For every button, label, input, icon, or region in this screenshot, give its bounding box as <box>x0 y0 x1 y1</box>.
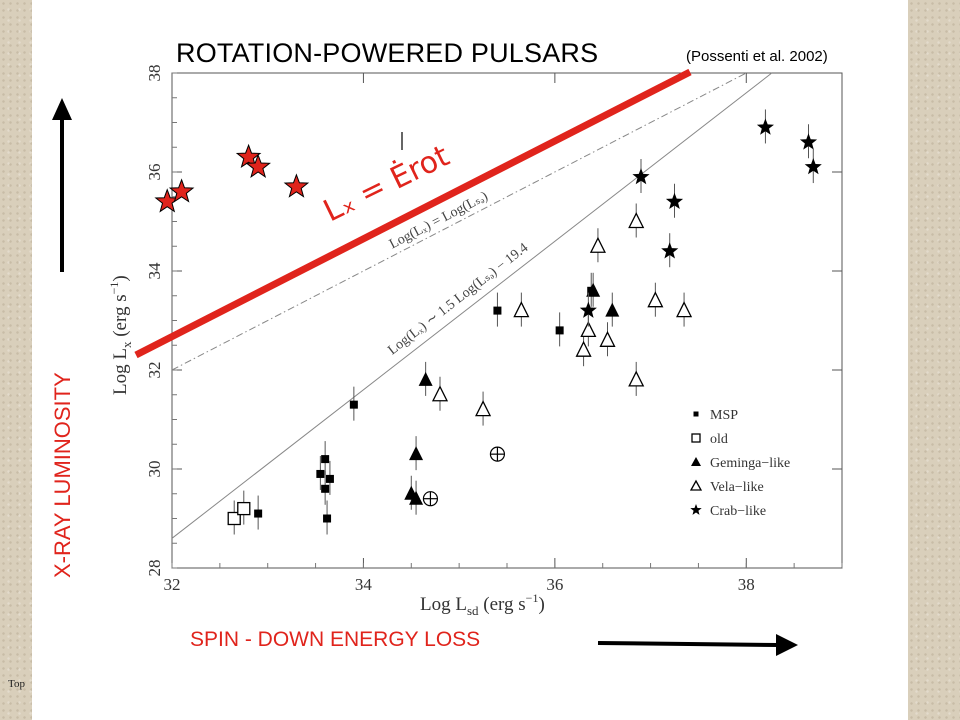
y-tick-label-group: 30 <box>145 461 164 478</box>
vela-like-point <box>599 330 616 347</box>
geminga-like-point <box>418 371 433 386</box>
msp-point <box>493 306 502 315</box>
crab-like-point <box>665 192 684 209</box>
red-star-point <box>235 143 262 169</box>
vela-like-point <box>580 320 597 338</box>
slide <box>32 0 908 720</box>
x-tick-label: 34 <box>355 575 373 594</box>
circled-plus-point <box>422 491 439 507</box>
y-tick-label: 34 <box>145 262 164 280</box>
left-frame <box>0 0 32 720</box>
crab-like-point <box>632 168 650 185</box>
legend-marker <box>693 411 699 417</box>
msp-point <box>349 400 358 409</box>
legend-marker <box>691 457 701 466</box>
red-limit-line <box>134 68 692 359</box>
y-tick-label-group: 28 <box>145 560 164 577</box>
y-tick-label: 38 <box>145 65 164 82</box>
y-tick-label-group: 38 <box>145 65 164 82</box>
legend-marker <box>691 433 701 443</box>
red-star-point <box>168 178 195 203</box>
msp-point <box>323 514 332 523</box>
fit-line <box>171 72 773 539</box>
y-tick-label-group: 34 <box>145 262 164 280</box>
vela-like-point <box>589 236 606 253</box>
geminga-like-point <box>586 282 601 297</box>
fit-line-label-group: Log(Lₓ) ∼ 1.5 Log(Lₛₔ) − 19.4 <box>385 241 531 359</box>
circled-plus-point <box>489 446 506 462</box>
y-tick-label: 32 <box>145 362 164 379</box>
slide-citation: (Possenti et al. 2002) <box>686 48 828 65</box>
vela-like-point <box>431 385 449 402</box>
msp-point <box>555 326 564 335</box>
right-frame <box>908 0 960 720</box>
legend-label: old <box>710 432 728 447</box>
msp-point <box>321 484 330 493</box>
legend-label: Vela−like <box>710 480 764 495</box>
crab-like-point <box>804 158 822 175</box>
legend-label: Geminga−like <box>710 456 790 471</box>
crab-like-point <box>799 133 818 150</box>
legend-marker <box>690 504 702 515</box>
red-star-point <box>245 153 271 178</box>
legend-label: MSP <box>710 408 738 423</box>
vela-like-point <box>575 340 592 357</box>
y-axis-title: Log Lx (erg s−1) <box>107 275 134 395</box>
old-point <box>237 501 251 516</box>
msp-point <box>321 455 330 464</box>
x-arrow-label: SPIN - DOWN ENERGY LOSS <box>190 628 481 651</box>
legend-marker <box>689 479 703 491</box>
old-point <box>227 511 241 526</box>
legend: MSP old Geminga−like Vela−like Crab−like <box>689 408 790 519</box>
vela-like-point <box>513 301 530 318</box>
y-tick-label-group: 36 <box>145 164 164 181</box>
geminga-like-point <box>605 302 620 317</box>
data-points <box>154 109 822 535</box>
fit-line-label: Log(Lₓ) ∼ 1.5 Log(Lₛₔ) − 19.4 <box>385 241 531 359</box>
y-tick-label: 30 <box>145 461 164 478</box>
y-arrowhead <box>52 98 72 120</box>
crab-like-point <box>756 118 774 135</box>
geminga-like-point <box>409 490 424 505</box>
y-tick-label-group: 32 <box>145 362 164 379</box>
x-arrow-shaft <box>597 641 779 647</box>
vela-like-point <box>628 212 645 229</box>
x-axis-title: Log Lsd (erg s−1) <box>420 591 545 618</box>
vela-like-point <box>475 400 492 417</box>
msp-point <box>325 474 334 483</box>
slide-title: ROTATION-POWERED PULSARS <box>176 38 599 68</box>
msp-point <box>254 509 263 518</box>
ticks: 32 34 36 38 28 30 32 34 36 38 <box>145 65 843 594</box>
x-tick-label: 36 <box>546 575 563 594</box>
x-arrowhead <box>776 634 798 656</box>
y-tick-label: 36 <box>145 164 164 181</box>
legend-label: Crab−like <box>710 504 766 519</box>
x-tick-label: 38 <box>738 575 755 594</box>
corner-text: Top <box>8 678 25 690</box>
vela-like-point <box>676 301 693 318</box>
red-star-point <box>283 173 310 198</box>
vela-like-point <box>647 291 664 308</box>
y-tick-label: 28 <box>145 560 164 577</box>
crab-like-point <box>661 242 679 259</box>
vela-like-point <box>628 370 645 387</box>
msp-point <box>316 469 325 478</box>
geminga-like-point <box>409 446 424 461</box>
x-tick-label: 32 <box>164 575 181 594</box>
crab-like-point <box>579 301 597 318</box>
equality-line <box>171 72 747 371</box>
